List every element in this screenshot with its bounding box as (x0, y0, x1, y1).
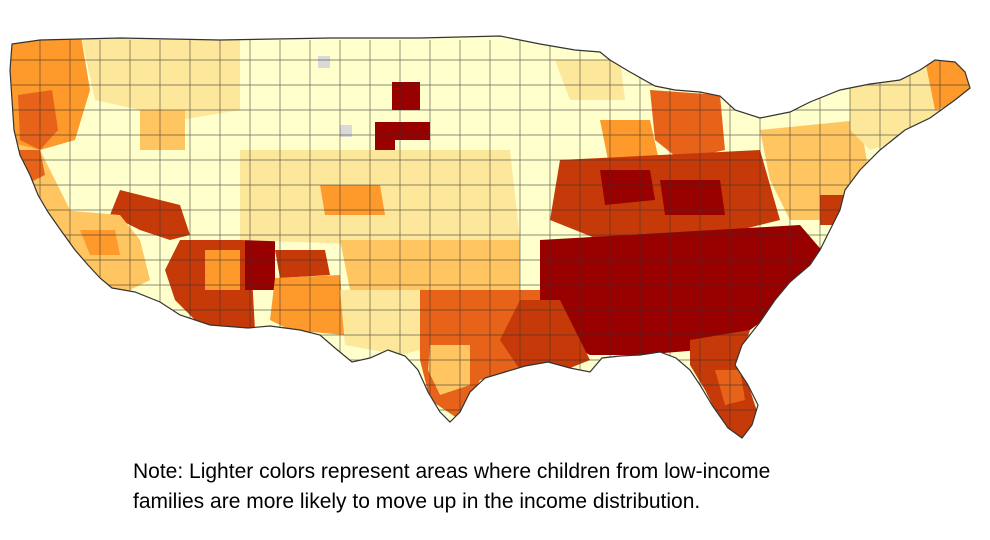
region-texas-central (428, 345, 470, 395)
note-line-2: families are more likely to move up in t… (133, 490, 701, 513)
map-note: Note: Lighter colors represent areas whe… (133, 457, 893, 517)
region-deep-south (540, 225, 830, 355)
region-kansas (320, 185, 385, 215)
region-michigan (650, 90, 725, 160)
map-svg (9, 35, 971, 439)
region-navajo-area (245, 238, 275, 290)
region-four-corners (275, 250, 330, 278)
region-no-data-1 (340, 125, 352, 137)
region-wisconsin (555, 60, 625, 100)
region-gulf-coast (500, 300, 590, 372)
us-commuting-zone-map (9, 35, 971, 439)
region-west-virginia (660, 180, 725, 215)
region-texas-panhandle (340, 290, 440, 355)
region-ohio-valley-dark (600, 170, 655, 205)
region-pine-ridge-north (392, 82, 420, 110)
region-pine-ridge-area (375, 122, 430, 150)
region-no-data-2 (318, 56, 330, 68)
region-new-mexico (270, 275, 345, 335)
map-fill-group (10, 36, 970, 438)
region-arizona-central (205, 250, 240, 290)
region-idaho (140, 110, 185, 150)
note-line-1: Note: Lighter colors represent areas whe… (133, 460, 771, 483)
